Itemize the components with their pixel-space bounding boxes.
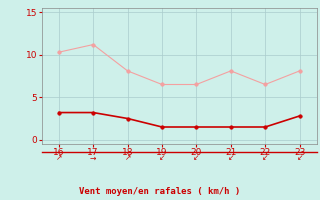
Text: ↙: ↙ bbox=[228, 154, 234, 162]
Text: ↙: ↙ bbox=[193, 154, 200, 162]
Text: ↙: ↙ bbox=[159, 154, 165, 162]
Text: Vent moyen/en rafales ( km/h ): Vent moyen/en rafales ( km/h ) bbox=[79, 187, 241, 196]
Text: ↙: ↙ bbox=[262, 154, 268, 162]
Text: ↗: ↗ bbox=[56, 154, 62, 162]
Text: ↗: ↗ bbox=[124, 154, 131, 162]
Text: →: → bbox=[90, 154, 96, 162]
Text: ↙: ↙ bbox=[296, 154, 303, 162]
